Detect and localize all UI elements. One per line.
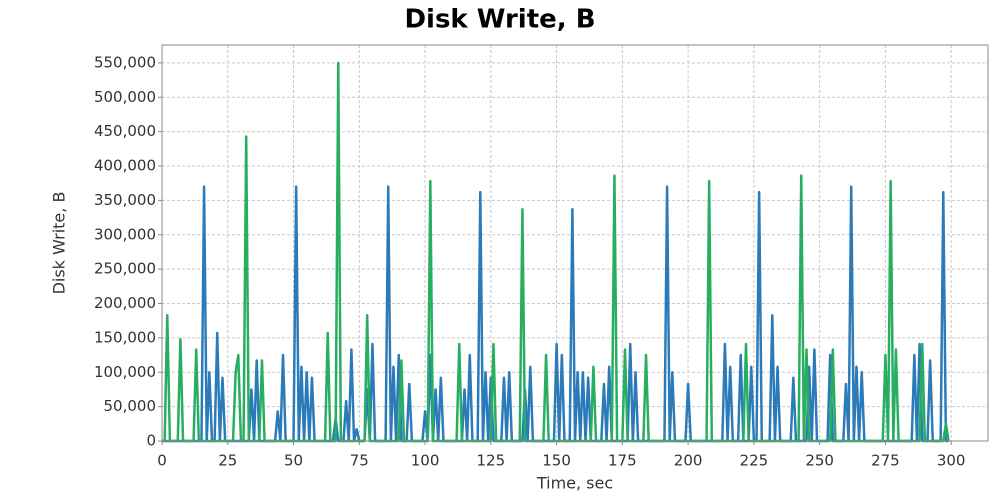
x-tick-label: 150 [542, 452, 571, 470]
x-tick-label: 75 [350, 452, 369, 470]
x-tick-label: 50 [284, 452, 303, 470]
x-tick-label: 300 [937, 452, 966, 470]
x-axis-label: Time, sec [536, 474, 613, 493]
x-tick-label: 275 [871, 452, 900, 470]
x-tick-label: 100 [411, 452, 440, 470]
x-tick-label: 225 [740, 452, 769, 470]
x-tick-label: 200 [674, 452, 703, 470]
y-tick-label: 250,000 [94, 260, 156, 278]
y-tick-label: 0 [146, 432, 156, 450]
plot-frame [161, 44, 989, 442]
x-tick-label: 125 [477, 452, 506, 470]
y-tick-label: 150,000 [94, 328, 156, 346]
y-tick-label: 300,000 [94, 225, 156, 243]
y-tick-label: 400,000 [94, 157, 156, 175]
x-tick-label: 0 [157, 452, 167, 470]
x-tick-label: 175 [608, 452, 637, 470]
y-tick-label: 200,000 [94, 294, 156, 312]
y-tick-label: 350,000 [94, 191, 156, 209]
x-tick-label: 25 [218, 452, 237, 470]
grid [161, 45, 988, 442]
y-tick-label: 100,000 [94, 363, 156, 381]
y-tick-label: 550,000 [94, 53, 156, 71]
y-tick-label: 450,000 [94, 122, 156, 140]
chart-title: Disk Write, B [404, 5, 595, 35]
x-tick-label: 250 [805, 452, 834, 470]
y-axis-label: Disk Write, B [50, 192, 69, 295]
y-tick-label: 50,000 [104, 397, 157, 415]
plot-lines [162, 61, 950, 443]
y-tick-label: 500,000 [94, 88, 156, 106]
